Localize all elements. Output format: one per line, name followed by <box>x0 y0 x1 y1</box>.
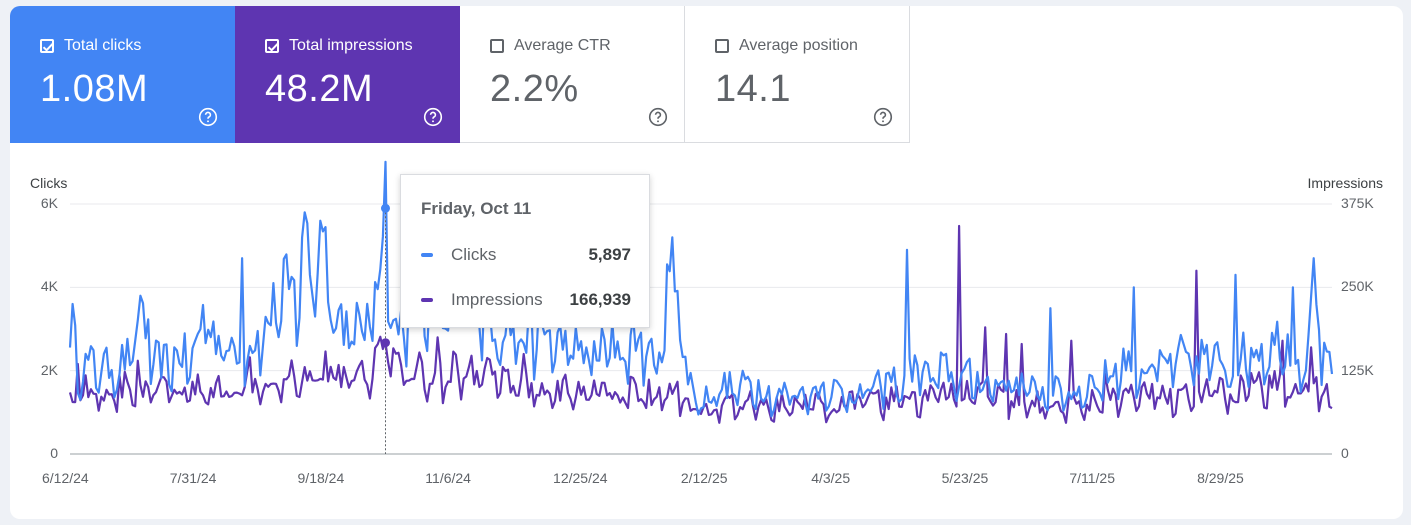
left-tick-label: 2K <box>40 361 58 378</box>
x-tick-label: 2/12/25 <box>680 470 728 486</box>
metric-cards: Total clicks 1.08M Total impressions 48.2M A… <box>10 6 910 143</box>
x-tick-label: 5/23/25 <box>941 470 989 486</box>
performance-panel: Total clicks 1.08M Total impressions 48.2M A… <box>10 6 1403 519</box>
series-line-impressions <box>68 224 1333 424</box>
impressions-legend-dash <box>421 298 433 302</box>
help-circle-icon[interactable] <box>648 107 668 127</box>
metric-card-header: Total impressions <box>265 37 413 55</box>
help-circle-icon[interactable] <box>873 107 893 127</box>
x-tick-label: 7/31/24 <box>169 470 217 486</box>
x-tick-label: 12/25/24 <box>553 470 608 486</box>
tooltip-clicks-label: Clicks <box>451 245 497 264</box>
metric-card-total-impressions[interactable]: Total impressions 48.2M <box>235 6 460 143</box>
metric-value: 1.08M <box>40 68 149 110</box>
metric-label: Average CTR <box>514 37 611 54</box>
series-line-clicks <box>68 160 1334 418</box>
right-tick-label: 250K <box>1341 278 1374 295</box>
left-axis-title: Clicks <box>30 175 68 191</box>
checkbox-average-ctr[interactable] <box>490 39 504 53</box>
metric-card-header: Average position <box>715 37 858 55</box>
metric-card-header: Average CTR <box>490 37 611 55</box>
left-tick-label: 0 <box>50 445 58 461</box>
tooltip-clicks-value: 5,897 <box>588 245 631 264</box>
check-icon <box>267 43 279 52</box>
x-tick-label: 8/29/25 <box>1197 470 1244 486</box>
right-tick-label: 125K <box>1341 361 1374 378</box>
left-tick-label: 6K <box>40 195 58 211</box>
impressions-hover-point <box>381 338 390 348</box>
check-icon <box>42 43 54 52</box>
checkbox-total-clicks[interactable] <box>40 39 54 53</box>
checkbox-average-position[interactable] <box>715 39 729 53</box>
x-tick-label: 6/12/24 <box>42 470 89 486</box>
tooltip-impressions-label: Impressions <box>451 290 543 309</box>
x-tick-label: 9/18/24 <box>297 470 345 486</box>
tooltip-date: Friday, Oct 11 <box>421 199 532 218</box>
right-axis-title: Impressions <box>1307 175 1383 191</box>
performance-chart: Clicks Impressions 0 2K 4K 6K 0 125K 250K 375K 6… <box>10 156 1403 519</box>
tooltip-row-impressions: Impressions 166,939 <box>421 290 631 310</box>
metric-label: Total clicks <box>64 37 142 54</box>
x-tick-label: 4/3/25 <box>811 470 851 486</box>
metric-value: 48.2M <box>265 68 374 110</box>
tooltip-row-clicks: Clicks 5,897 <box>421 245 631 265</box>
right-tick-label: 375K <box>1341 195 1374 211</box>
tooltip-impressions-value: 166,939 <box>569 290 631 309</box>
help-circle-icon[interactable] <box>423 107 443 127</box>
clicks-hover-point <box>381 203 390 213</box>
metric-label: Total impressions <box>289 37 413 54</box>
help-circle-icon[interactable] <box>198 107 218 127</box>
metric-value: 2.2% <box>490 68 579 110</box>
metric-value: 14.1 <box>715 68 791 110</box>
metric-card-average-position[interactable]: Average position 14.1 <box>685 6 910 143</box>
x-tick-label: 7/11/25 <box>1069 470 1115 486</box>
metric-label: Average position <box>739 37 858 54</box>
chart-tooltip: Friday, Oct 11 Clicks 5,897 Impressions … <box>400 174 650 328</box>
clicks-legend-dash <box>421 253 433 257</box>
metric-card-header: Total clicks <box>40 37 141 55</box>
checkbox-total-impressions[interactable] <box>265 39 279 53</box>
line-chart-svg[interactable] <box>10 156 1403 519</box>
metric-card-total-clicks[interactable]: Total clicks 1.08M <box>10 6 235 143</box>
left-tick-label: 4K <box>40 278 58 295</box>
metric-card-average-ctr[interactable]: Average CTR 2.2% <box>460 6 685 143</box>
right-tick-label: 0 <box>1341 445 1349 461</box>
x-tick-label: 11/6/24 <box>425 470 471 486</box>
